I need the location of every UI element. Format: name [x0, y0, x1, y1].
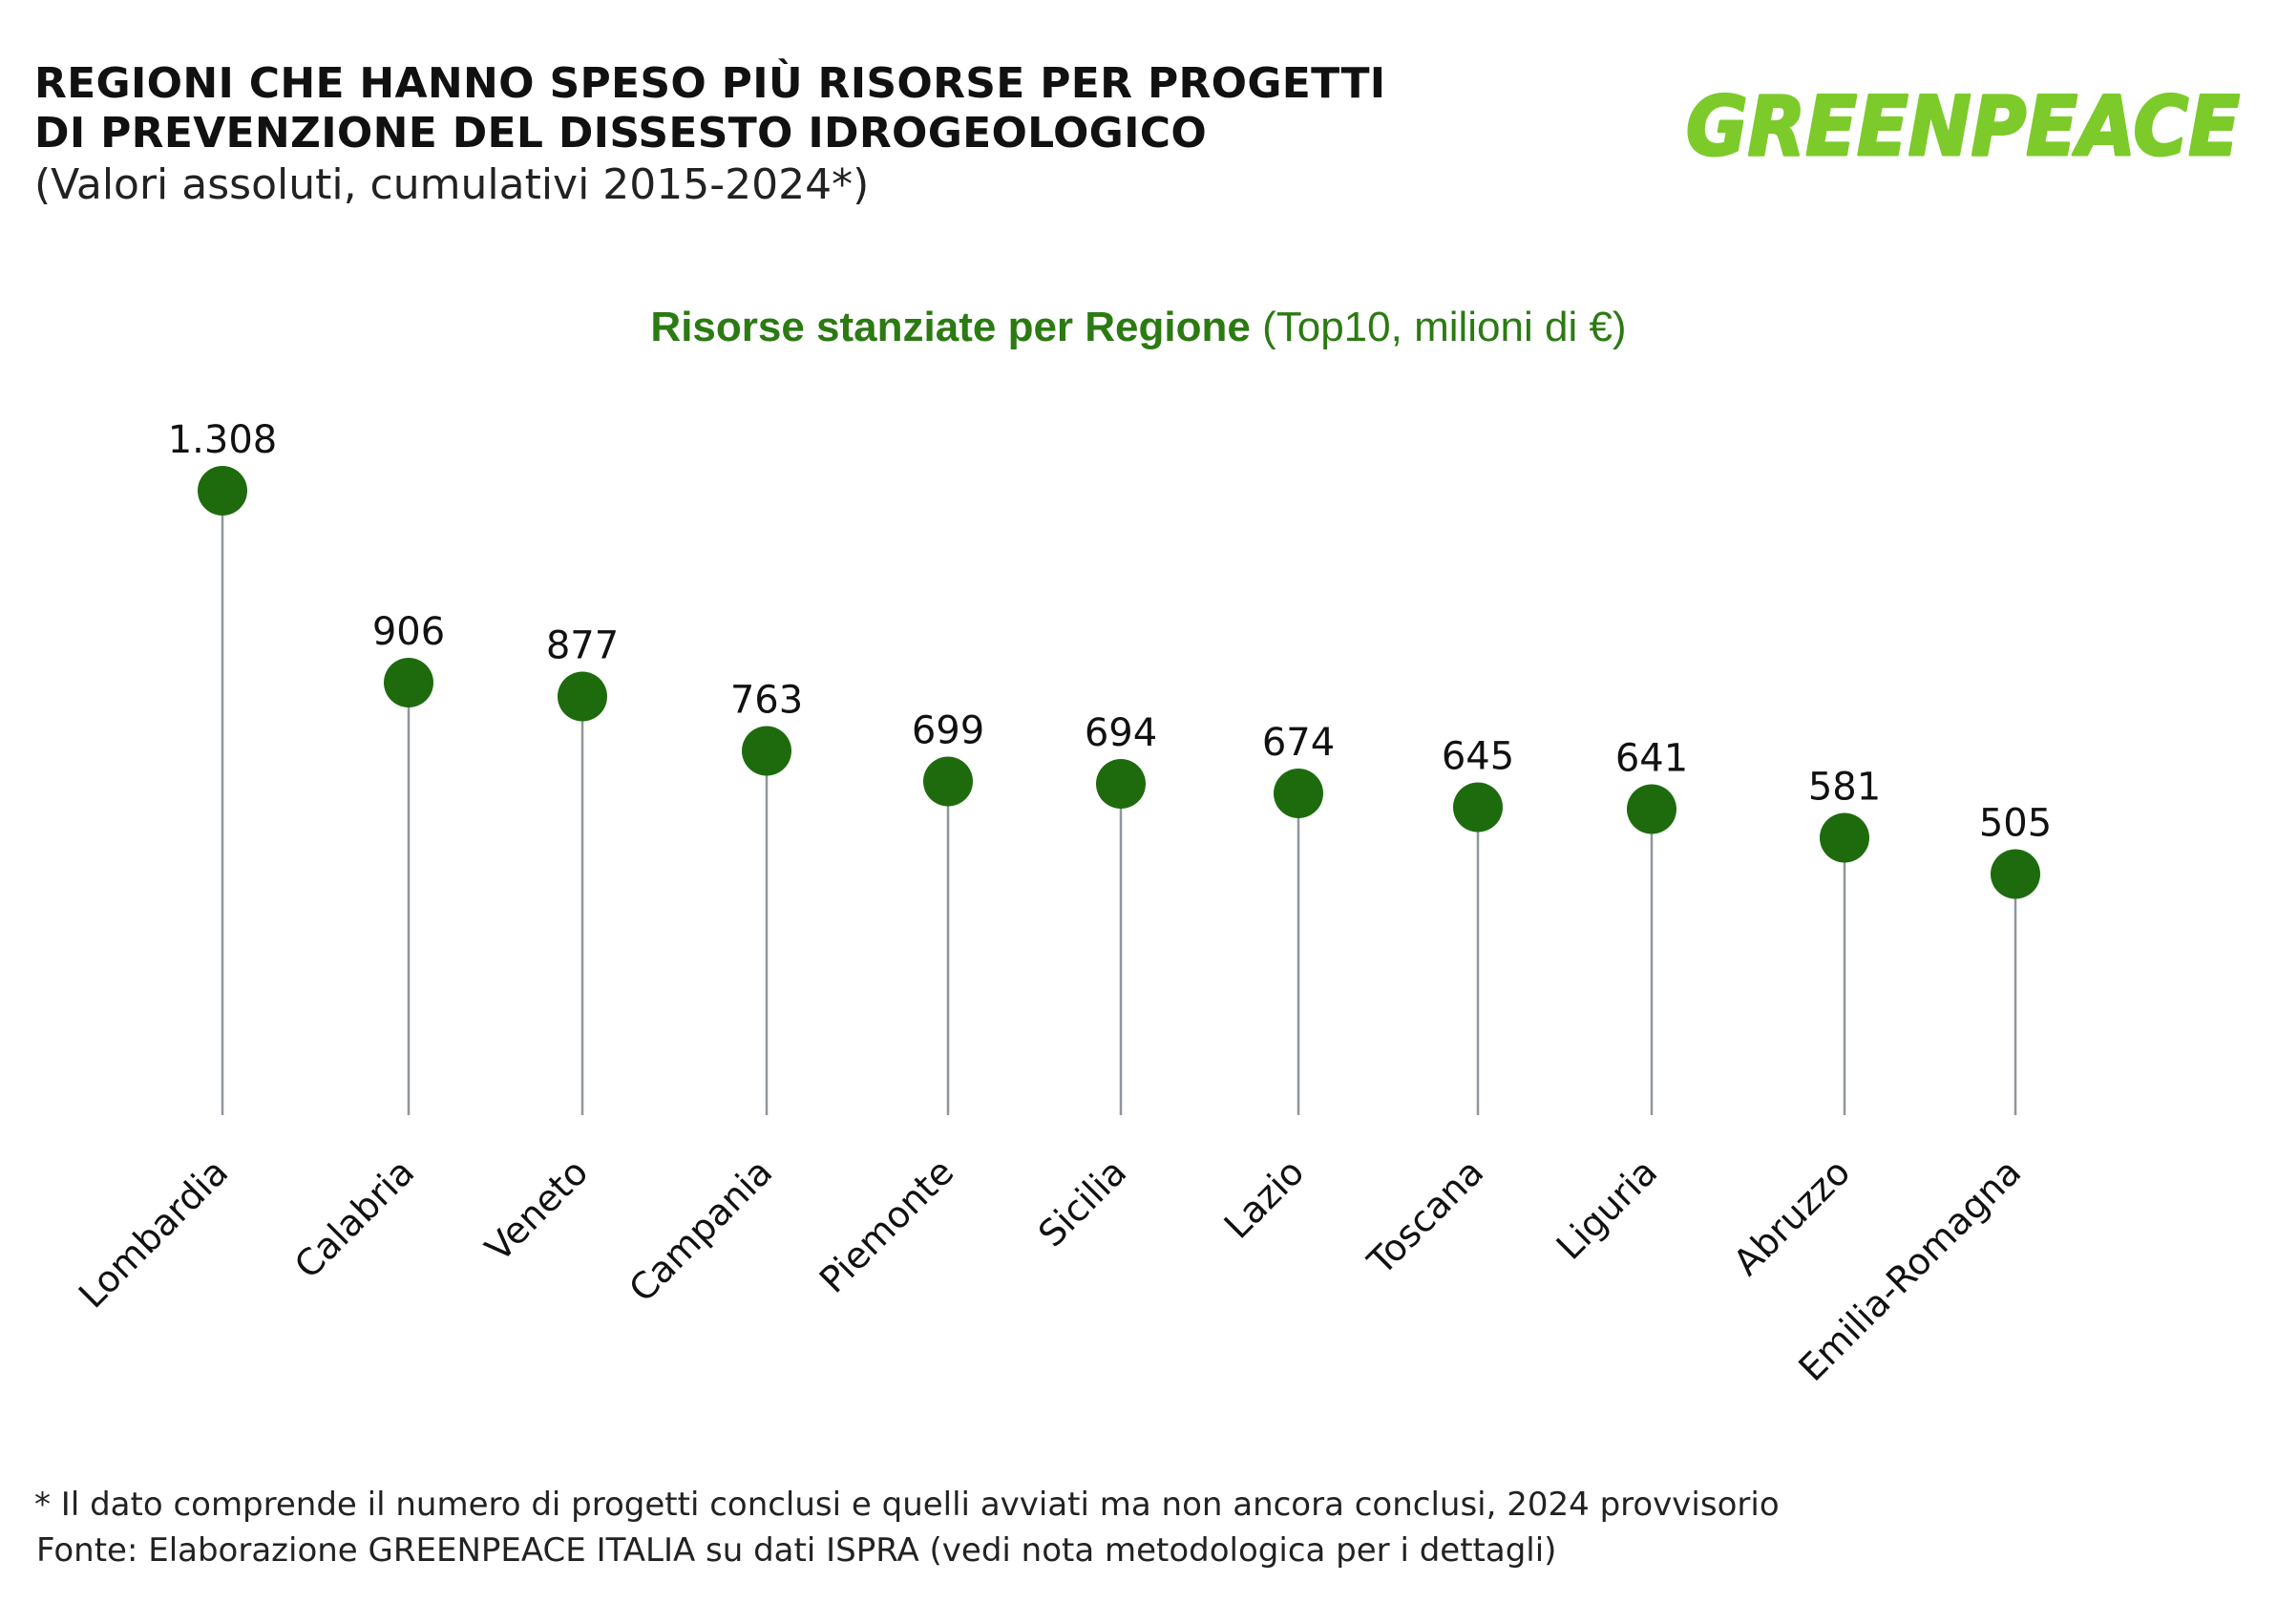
value-label-lombardia: 1.308 — [168, 418, 278, 462]
value-label-campania: 763 — [730, 679, 803, 723]
page-title: REGIONI CHE HANNO SPESO PIÙ RISORSE PER … — [34, 59, 1619, 158]
dot-lazio — [1274, 769, 1323, 818]
dot-piemonte — [923, 756, 973, 807]
category-label-liguria: Liguria — [1549, 1150, 1666, 1268]
dot-veneto — [558, 671, 607, 722]
dot-toscana — [1453, 782, 1503, 833]
chart-title-rest: (Top10, milioni di €) — [1262, 304, 1627, 350]
dot-lombardia — [198, 466, 247, 516]
source-note: Fonte: Elaborazione GREENPEACE ITALIA su… — [36, 1531, 1557, 1570]
dot-emilia-romagna — [1991, 849, 2040, 899]
value-label-emilia-romagna: 505 — [1979, 802, 2052, 846]
value-label-veneto: 877 — [546, 624, 619, 668]
value-label-piemonte: 699 — [912, 709, 984, 753]
page-subtitle: (Valori assoluti, cumulativi 2015-2024*) — [34, 160, 870, 209]
chart-title-bold: Risorse stanziate per Regione — [650, 304, 1251, 350]
greenpeace-logo: GREENPEACE — [1685, 78, 2242, 177]
value-label-sicilia: 694 — [1085, 711, 1157, 755]
value-label-liguria: 641 — [1615, 737, 1688, 781]
lollipop-chart: 1.308 Lombardia 906 Calabria 877 Veneto 763 Cam… — [71, 418, 2052, 1389]
logo-text: GREENPEACE — [1686, 79, 2240, 175]
value-label-toscana: 645 — [1442, 735, 1514, 779]
title-line-2: DI PREVENZIONE DEL DISSESTO IDROGEOLOGIC… — [34, 109, 1208, 158]
footnote: * Il dato comprende il numero di progett… — [34, 1486, 1780, 1524]
category-label-calabria: Calabria — [286, 1150, 422, 1286]
category-label-lazio: Lazio — [1216, 1150, 1313, 1247]
value-label-lazio: 674 — [1262, 721, 1335, 765]
value-label-abruzzo: 581 — [1808, 766, 1881, 810]
category-label-campania: Campania — [621, 1150, 780, 1310]
dot-liguria — [1627, 784, 1676, 834]
dot-abruzzo — [1820, 812, 1869, 863]
title-line-1: REGIONI CHE HANNO SPESO PIÙ RISORSE PER … — [34, 59, 1386, 108]
category-label-piemonte: Piemonte — [812, 1150, 961, 1300]
category-label-toscana: Toscana — [1360, 1150, 1492, 1283]
value-label-calabria: 906 — [372, 610, 445, 654]
chart-title: Risorse stanziate per Regione (Top10, mi… — [0, 304, 2277, 351]
category-label-abruzzo: Abruzzo — [1725, 1150, 1858, 1283]
dot-campania — [742, 726, 791, 776]
dot-calabria — [384, 658, 433, 707]
category-label-lombardia: Lombardia — [71, 1150, 236, 1316]
dot-sicilia — [1096, 759, 1146, 809]
category-label-sicilia: Sicilia — [1030, 1150, 1134, 1255]
category-label-veneto: Veneto — [477, 1150, 596, 1269]
